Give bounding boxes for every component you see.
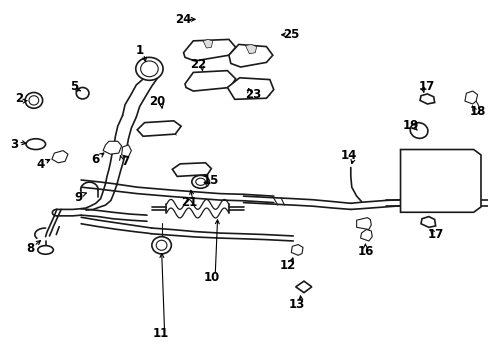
Polygon shape xyxy=(52,150,68,163)
Text: 2: 2 xyxy=(15,92,23,105)
Text: 8: 8 xyxy=(26,242,34,255)
Text: 4: 4 xyxy=(37,158,45,171)
Text: 5: 5 xyxy=(70,80,78,93)
Ellipse shape xyxy=(141,61,158,77)
Polygon shape xyxy=(400,149,480,212)
Text: 24: 24 xyxy=(175,13,191,26)
Text: 1: 1 xyxy=(135,44,143,57)
Text: 16: 16 xyxy=(357,244,373,257)
Ellipse shape xyxy=(136,57,163,80)
Text: 3: 3 xyxy=(10,138,19,151)
Text: 21: 21 xyxy=(181,196,197,209)
Text: 17: 17 xyxy=(418,80,434,93)
Text: 20: 20 xyxy=(149,95,165,108)
Ellipse shape xyxy=(156,240,166,250)
Text: 15: 15 xyxy=(203,174,219,187)
Polygon shape xyxy=(203,40,212,48)
Polygon shape xyxy=(228,44,272,67)
Text: 12: 12 xyxy=(279,259,295,272)
Text: 18: 18 xyxy=(468,105,485,118)
Text: 17: 17 xyxy=(427,228,443,241)
Ellipse shape xyxy=(152,237,171,254)
Text: 11: 11 xyxy=(152,327,168,340)
Polygon shape xyxy=(360,229,371,241)
Text: 9: 9 xyxy=(75,191,82,204)
Polygon shape xyxy=(103,141,122,154)
Polygon shape xyxy=(295,281,311,293)
Polygon shape xyxy=(464,91,477,104)
Ellipse shape xyxy=(191,175,209,188)
Ellipse shape xyxy=(195,178,205,185)
Polygon shape xyxy=(420,217,435,227)
Ellipse shape xyxy=(25,93,42,108)
Polygon shape xyxy=(184,71,235,91)
Polygon shape xyxy=(137,121,181,136)
Text: 25: 25 xyxy=(283,28,299,41)
Text: 23: 23 xyxy=(244,88,261,101)
Polygon shape xyxy=(356,218,370,229)
Ellipse shape xyxy=(26,139,45,149)
Polygon shape xyxy=(245,44,256,54)
Polygon shape xyxy=(227,78,273,99)
Polygon shape xyxy=(183,40,235,61)
Text: 10: 10 xyxy=(203,271,219,284)
Polygon shape xyxy=(291,244,303,255)
Ellipse shape xyxy=(29,96,39,105)
Text: 19: 19 xyxy=(402,119,419,132)
Text: 22: 22 xyxy=(190,58,206,71)
Ellipse shape xyxy=(76,87,89,99)
Polygon shape xyxy=(419,94,434,104)
Polygon shape xyxy=(172,163,211,176)
Text: 14: 14 xyxy=(341,149,357,162)
Text: 13: 13 xyxy=(288,298,305,311)
Ellipse shape xyxy=(409,123,427,138)
Ellipse shape xyxy=(38,246,53,254)
Text: 6: 6 xyxy=(91,153,100,166)
Text: 7: 7 xyxy=(121,155,129,168)
Polygon shape xyxy=(122,145,131,157)
